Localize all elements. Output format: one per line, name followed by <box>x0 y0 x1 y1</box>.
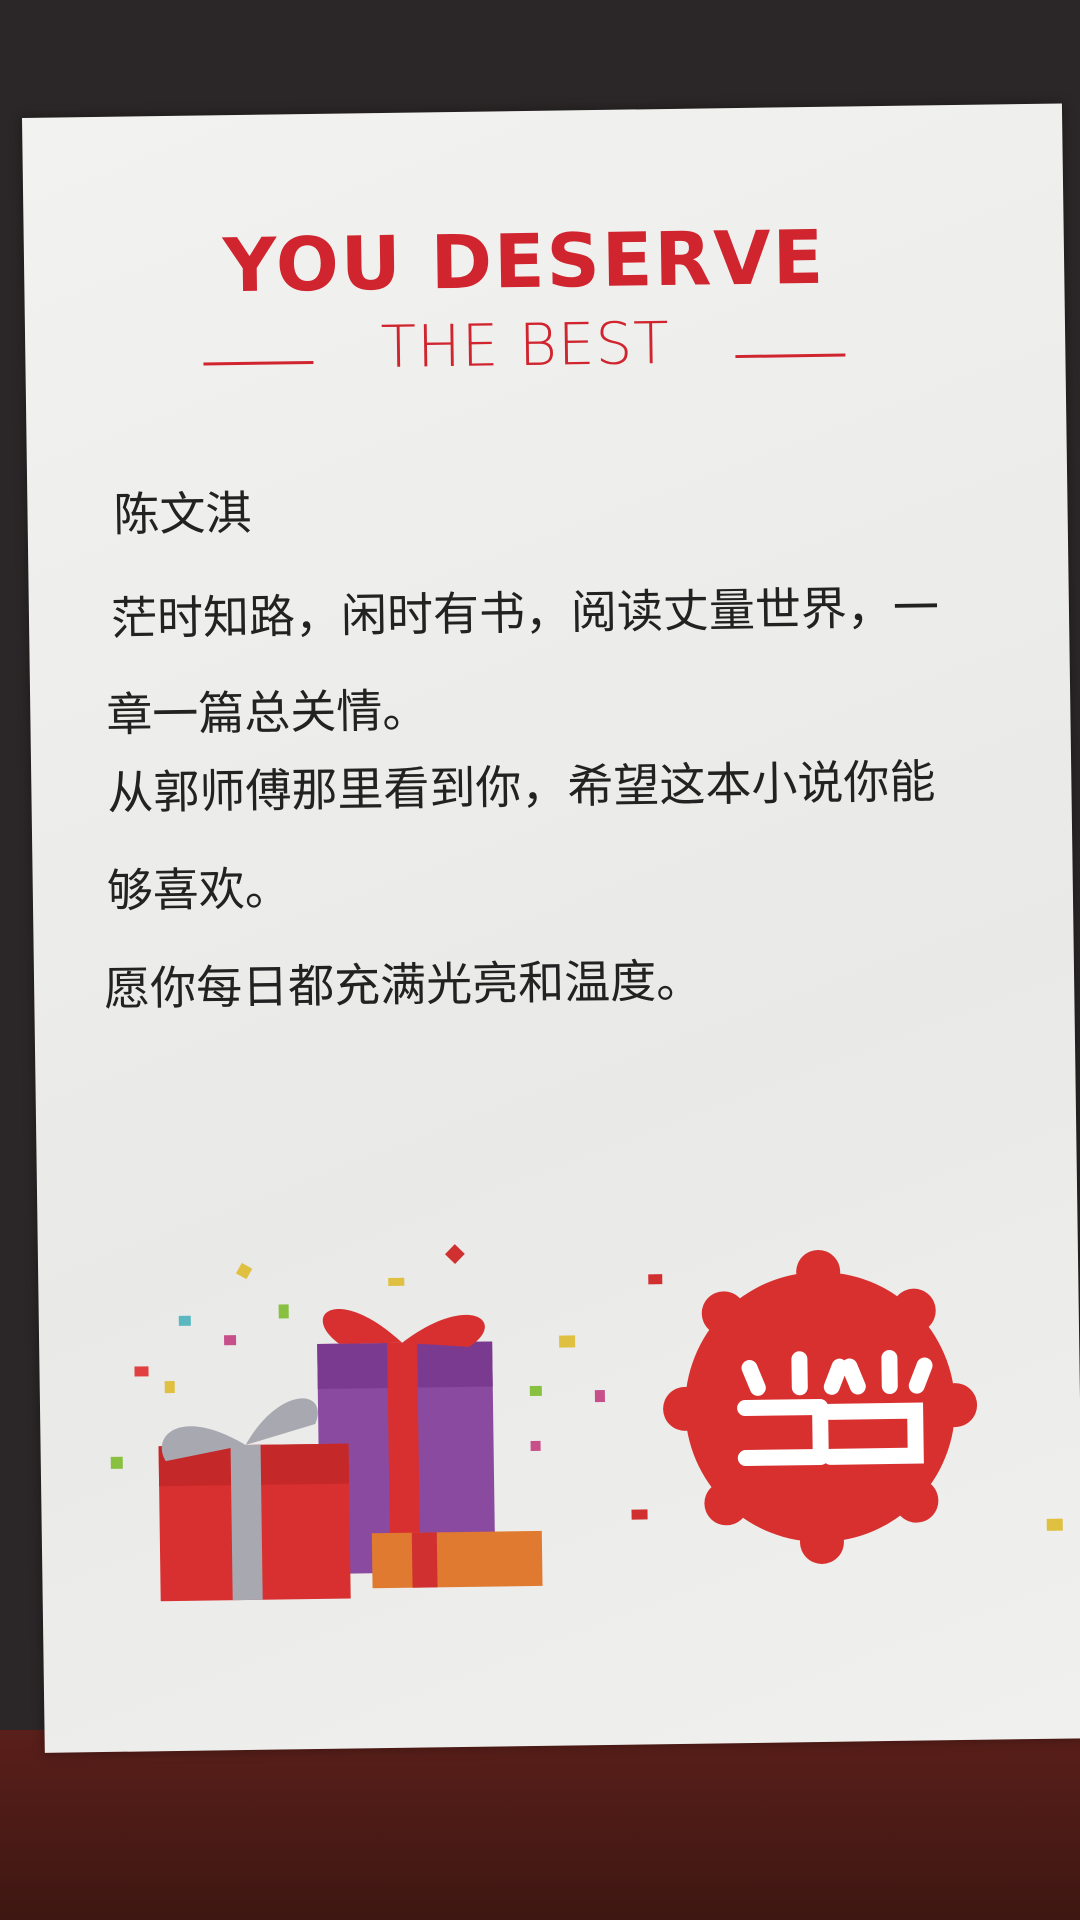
logo <box>663 1249 978 1564</box>
gifts <box>158 1309 543 1602</box>
illustration <box>110 1244 1063 1602</box>
confetti <box>110 1244 1063 1531</box>
fabric <box>0 1730 1080 1920</box>
card: YOU DESERVE THE BEST 陈文淇 茫时知路，闲时有书，阅读丈量世… <box>22 103 1080 1753</box>
